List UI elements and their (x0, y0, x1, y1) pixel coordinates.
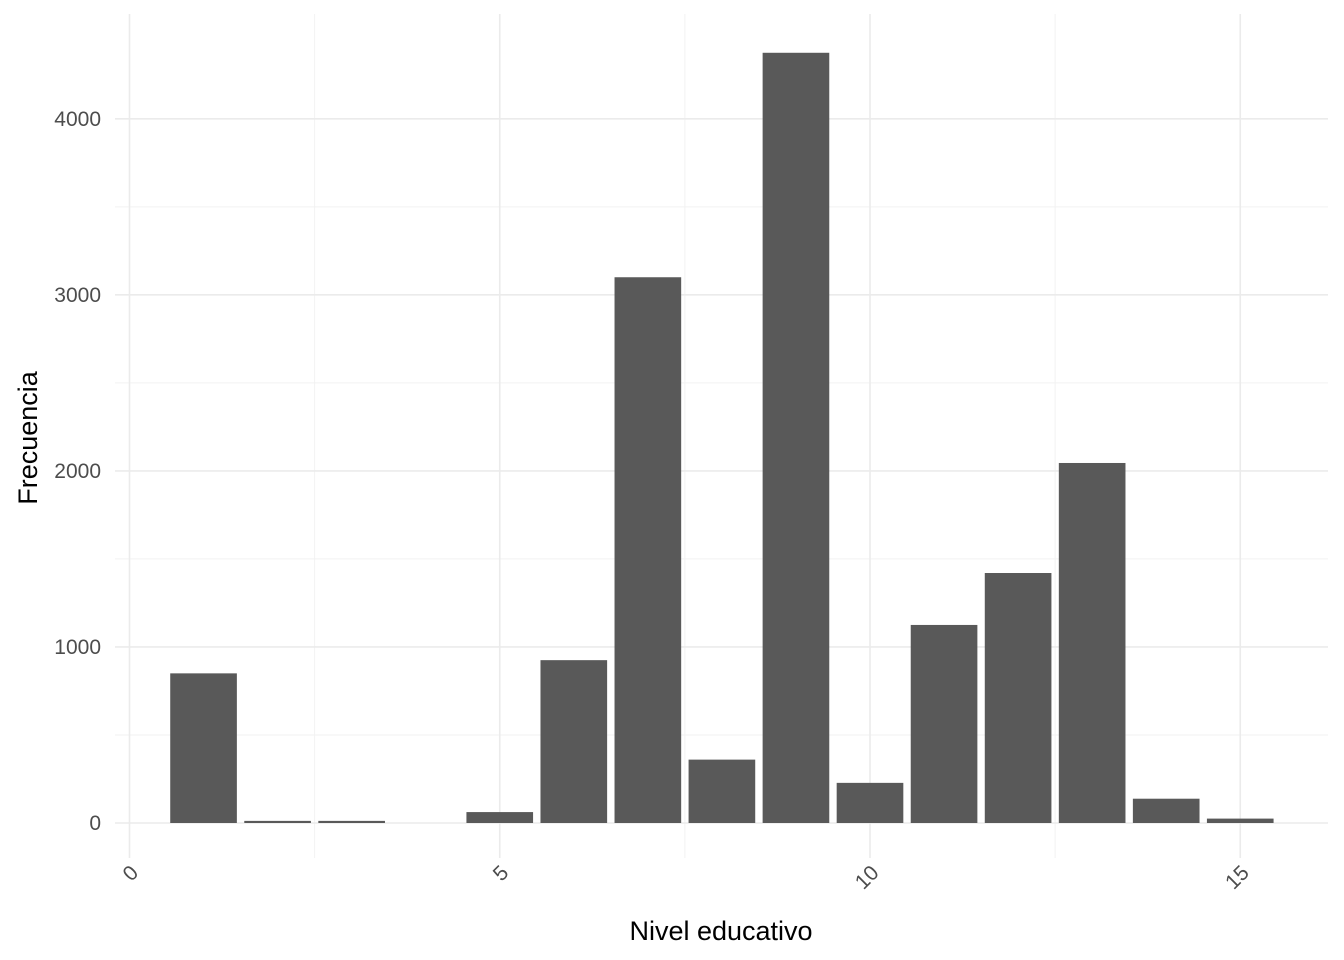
bar-8 (688, 759, 756, 823)
y-tick-label-1000: 1000 (54, 636, 101, 659)
bar-3 (318, 820, 385, 823)
bar-7 (614, 277, 682, 823)
y-tick-label-3000: 3000 (54, 284, 101, 307)
bar-6 (540, 660, 608, 823)
grid-lines (115, 14, 1328, 858)
y-axis-title: Frecuencia (13, 370, 43, 505)
bar-15 (1206, 818, 1274, 823)
x-tick-label-0: 0 (119, 861, 144, 886)
x-tick-label-10: 10 (851, 861, 884, 894)
y-tick-label-0: 0 (89, 812, 101, 835)
x-axis-tick-labels: 0 5 10 15 (119, 861, 1254, 894)
bar-13 (1058, 462, 1126, 823)
bar-10 (836, 782, 904, 823)
x-axis-title: Nivel educativo (629, 916, 812, 946)
y-tick-label-2000: 2000 (54, 460, 101, 483)
x-tick-label-15: 15 (1221, 861, 1254, 894)
bars (170, 52, 1274, 823)
bar-11 (910, 624, 978, 823)
y-axis-tick-labels: 0 1000 2000 3000 4000 (54, 108, 101, 835)
bar-9 (762, 52, 830, 823)
bar-12 (984, 573, 1052, 823)
bar-1 (170, 673, 237, 823)
bar-2 (244, 820, 311, 823)
bar-5 (466, 812, 534, 823)
y-tick-label-4000: 4000 (54, 108, 101, 131)
bar-14 (1132, 798, 1200, 823)
x-tick-label-5: 5 (489, 861, 514, 886)
